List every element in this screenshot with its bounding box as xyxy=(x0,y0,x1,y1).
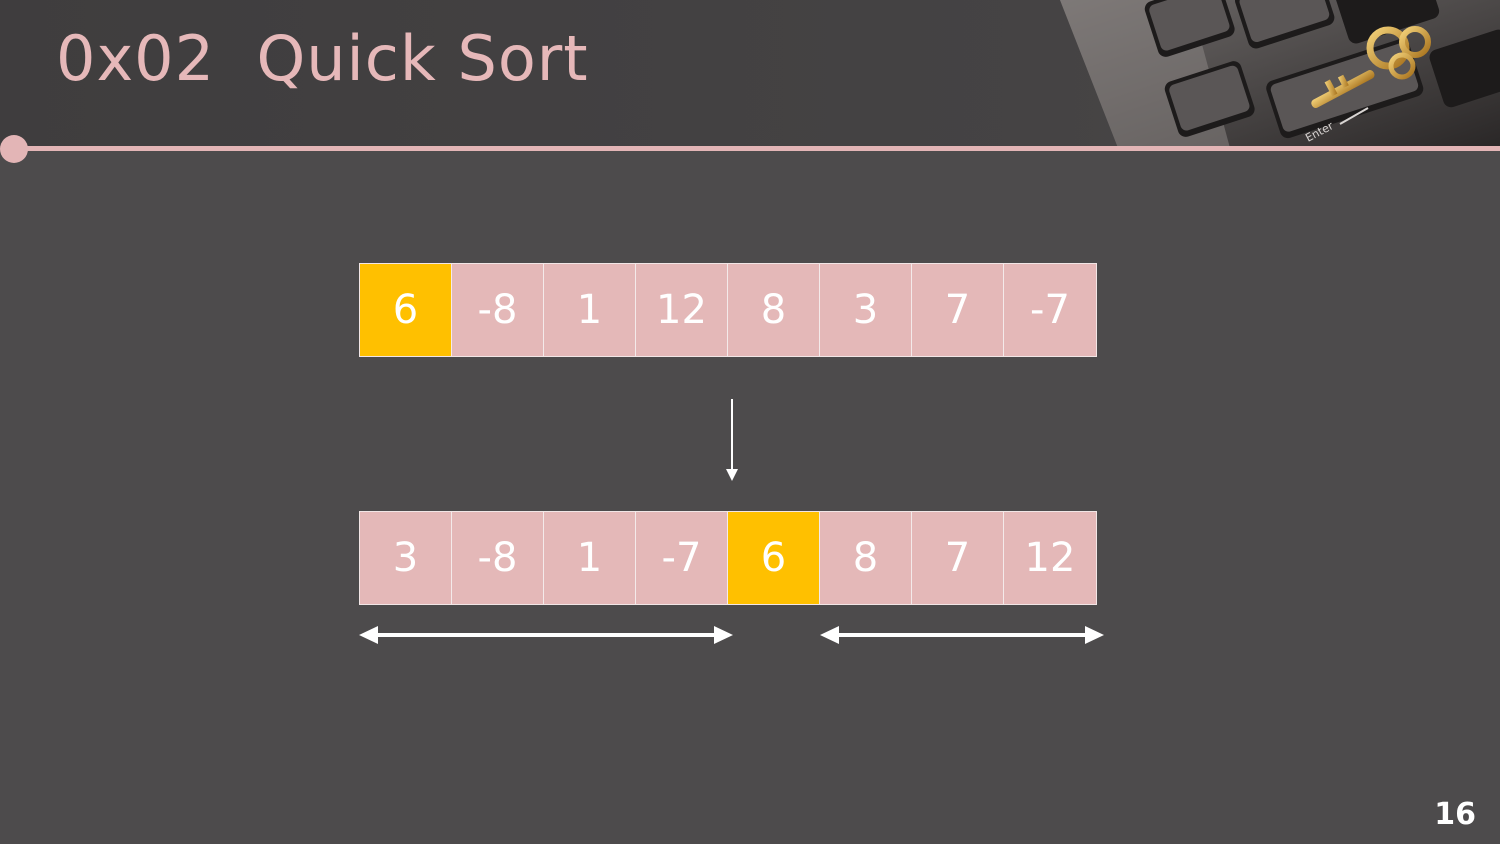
array-cell: 3 xyxy=(820,264,912,356)
array-cell: 6 xyxy=(360,264,452,356)
array-cell: 8 xyxy=(728,264,820,356)
array-cell: -7 xyxy=(636,512,728,604)
array-cell: 1 xyxy=(544,264,636,356)
array-cell: 3 xyxy=(360,512,452,604)
array-cell: 12 xyxy=(1004,512,1096,604)
array-cell: 1 xyxy=(544,512,636,604)
array-cell: 12 xyxy=(636,264,728,356)
array-before-partition: 6 -8 1 12 8 3 7 -7 xyxy=(359,263,1097,357)
slide-title: 0x02 Quick Sort xyxy=(56,22,589,95)
array-cell: -8 xyxy=(452,264,544,356)
array-cell: 7 xyxy=(912,264,1004,356)
right-partition-range-arrow xyxy=(820,626,1104,644)
array-cell: -7 xyxy=(1004,264,1096,356)
array-after-partition: 3 -8 1 -7 6 8 7 12 xyxy=(359,511,1097,605)
left-partition-range-arrow xyxy=(359,626,733,644)
array-cell: 7 xyxy=(912,512,1004,604)
page-number: 16 xyxy=(1434,797,1476,832)
title-underline-dot xyxy=(0,135,28,163)
array-cell: -8 xyxy=(452,512,544,604)
array-cell: 8 xyxy=(820,512,912,604)
keyboard-key-image: Enter xyxy=(1040,0,1500,148)
title-underline xyxy=(14,146,1500,151)
partition-down-arrow xyxy=(726,399,738,481)
array-cell: 6 xyxy=(728,512,820,604)
